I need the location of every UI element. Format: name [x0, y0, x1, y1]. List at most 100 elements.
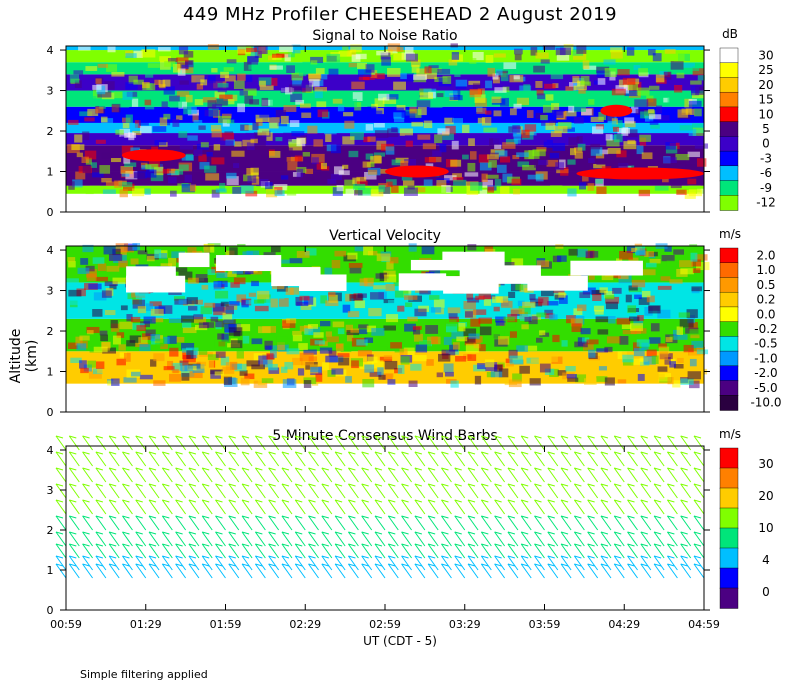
wind-barb-feather — [295, 483, 303, 487]
heatmap-cell — [384, 49, 393, 55]
heatmap-cell — [504, 320, 516, 328]
heatmap-cell — [264, 340, 273, 350]
wind-barb-feather — [614, 435, 622, 439]
heatmap-cell — [474, 375, 482, 385]
wind-barb-feather — [281, 515, 290, 519]
heatmap-cell — [655, 74, 665, 83]
heatmap-cell — [411, 121, 424, 127]
heatmap-cell — [405, 53, 418, 62]
heatmap-cell — [503, 62, 517, 70]
wind-barb-feather — [135, 499, 143, 503]
wind-barb-feather — [653, 543, 662, 547]
heatmap-cell — [75, 171, 86, 180]
wind-barb-feather — [667, 543, 675, 547]
heatmap-cell — [181, 315, 194, 323]
wind-barb-feather — [175, 563, 183, 567]
wind-barb — [627, 563, 638, 579]
wind-barb-feather — [321, 467, 329, 471]
heatmap-cell — [168, 318, 183, 323]
heatmap-cell — [590, 143, 601, 150]
wind-barb-feather — [135, 531, 143, 535]
heatmap-cell — [314, 340, 325, 345]
wind-barb-feather — [175, 483, 183, 487]
heatmap-cell — [574, 341, 588, 348]
colorbar-swatch — [719, 180, 739, 196]
wind-barb-feather — [560, 483, 569, 487]
heatmap-cell — [513, 75, 520, 80]
heatmap-cell — [637, 373, 645, 381]
heatmap-cell — [540, 59, 550, 64]
heatmap-cell — [288, 143, 303, 151]
heatmap-cell — [369, 371, 382, 377]
heatmap-cell — [92, 172, 104, 178]
heatmap-cell — [565, 86, 577, 91]
wind-barb-feather — [162, 531, 170, 535]
heatmap-cell — [336, 184, 344, 192]
heatmap-cell — [513, 133, 521, 141]
wind-barb — [441, 451, 452, 467]
heatmap-cell — [424, 157, 437, 163]
heatmap-cell — [256, 290, 270, 300]
heatmap-cell — [87, 360, 97, 368]
wind-barb-feather — [401, 563, 409, 567]
heatmap-cell — [516, 97, 529, 106]
heatmap-cell — [607, 147, 621, 154]
colorbar-label: 0 — [762, 137, 770, 151]
wind-barb-feather — [361, 555, 369, 559]
wind-barb-feather — [281, 483, 290, 487]
heatmap-cell — [112, 335, 121, 345]
heatmap-cell — [324, 125, 337, 135]
wind-barb — [480, 531, 492, 547]
heatmap-cell — [679, 319, 694, 328]
heatmap-cell — [123, 377, 137, 383]
wind-barb — [215, 467, 226, 483]
wind-barb — [122, 531, 133, 547]
heatmap-cell — [690, 80, 702, 85]
wind-barb-feather — [441, 435, 449, 439]
heatmap-cell — [493, 331, 505, 340]
heatmap-cell — [555, 162, 565, 171]
heatmap-cell — [582, 60, 590, 69]
heatmap-cell — [493, 53, 506, 58]
wind-barb — [573, 515, 585, 531]
heatmap-cell — [549, 314, 558, 321]
heatmap-cell — [472, 51, 484, 61]
wind-barb — [308, 499, 319, 515]
wind-barb-feather — [521, 563, 529, 567]
heatmap-cell — [126, 314, 133, 322]
heatmap-cell — [253, 299, 265, 304]
wind-barb-feather — [334, 531, 343, 535]
wind-barb-feather — [587, 543, 595, 547]
wind-barb-feather — [215, 531, 223, 535]
heatmap-cell — [690, 334, 700, 339]
heatmap-cell — [542, 45, 556, 50]
heatmap-cell — [133, 50, 143, 58]
wind-barb — [281, 543, 293, 559]
heatmap-cell — [625, 129, 638, 138]
wind-barb — [573, 563, 585, 579]
wind-barb-feather — [69, 531, 77, 535]
heatmap-cell — [561, 260, 571, 270]
y-tick-label: 1 — [47, 564, 54, 577]
wind-barb — [241, 531, 253, 547]
wind-barb — [507, 531, 519, 547]
heatmap-cell — [242, 335, 250, 344]
wind-barb-feather — [614, 467, 622, 471]
wind-barb — [228, 543, 240, 559]
heatmap-cell — [564, 110, 577, 117]
heatmap-cell — [139, 126, 152, 134]
heatmap-cell — [384, 274, 397, 283]
heatmap-cell — [601, 274, 614, 281]
wind-barb — [122, 483, 133, 499]
heatmap-cell — [506, 362, 514, 367]
heatmap-cell — [350, 328, 359, 333]
wind-barb — [161, 451, 173, 467]
wind-barb — [82, 555, 93, 571]
wind-barb-feather — [95, 563, 104, 567]
wind-barb — [215, 435, 226, 451]
heatmap-cell — [393, 53, 405, 61]
wind-barb — [148, 543, 160, 559]
wind-barb-feather — [188, 563, 197, 567]
wind-barb-feather — [653, 451, 662, 455]
heatmap-cell — [610, 47, 623, 53]
